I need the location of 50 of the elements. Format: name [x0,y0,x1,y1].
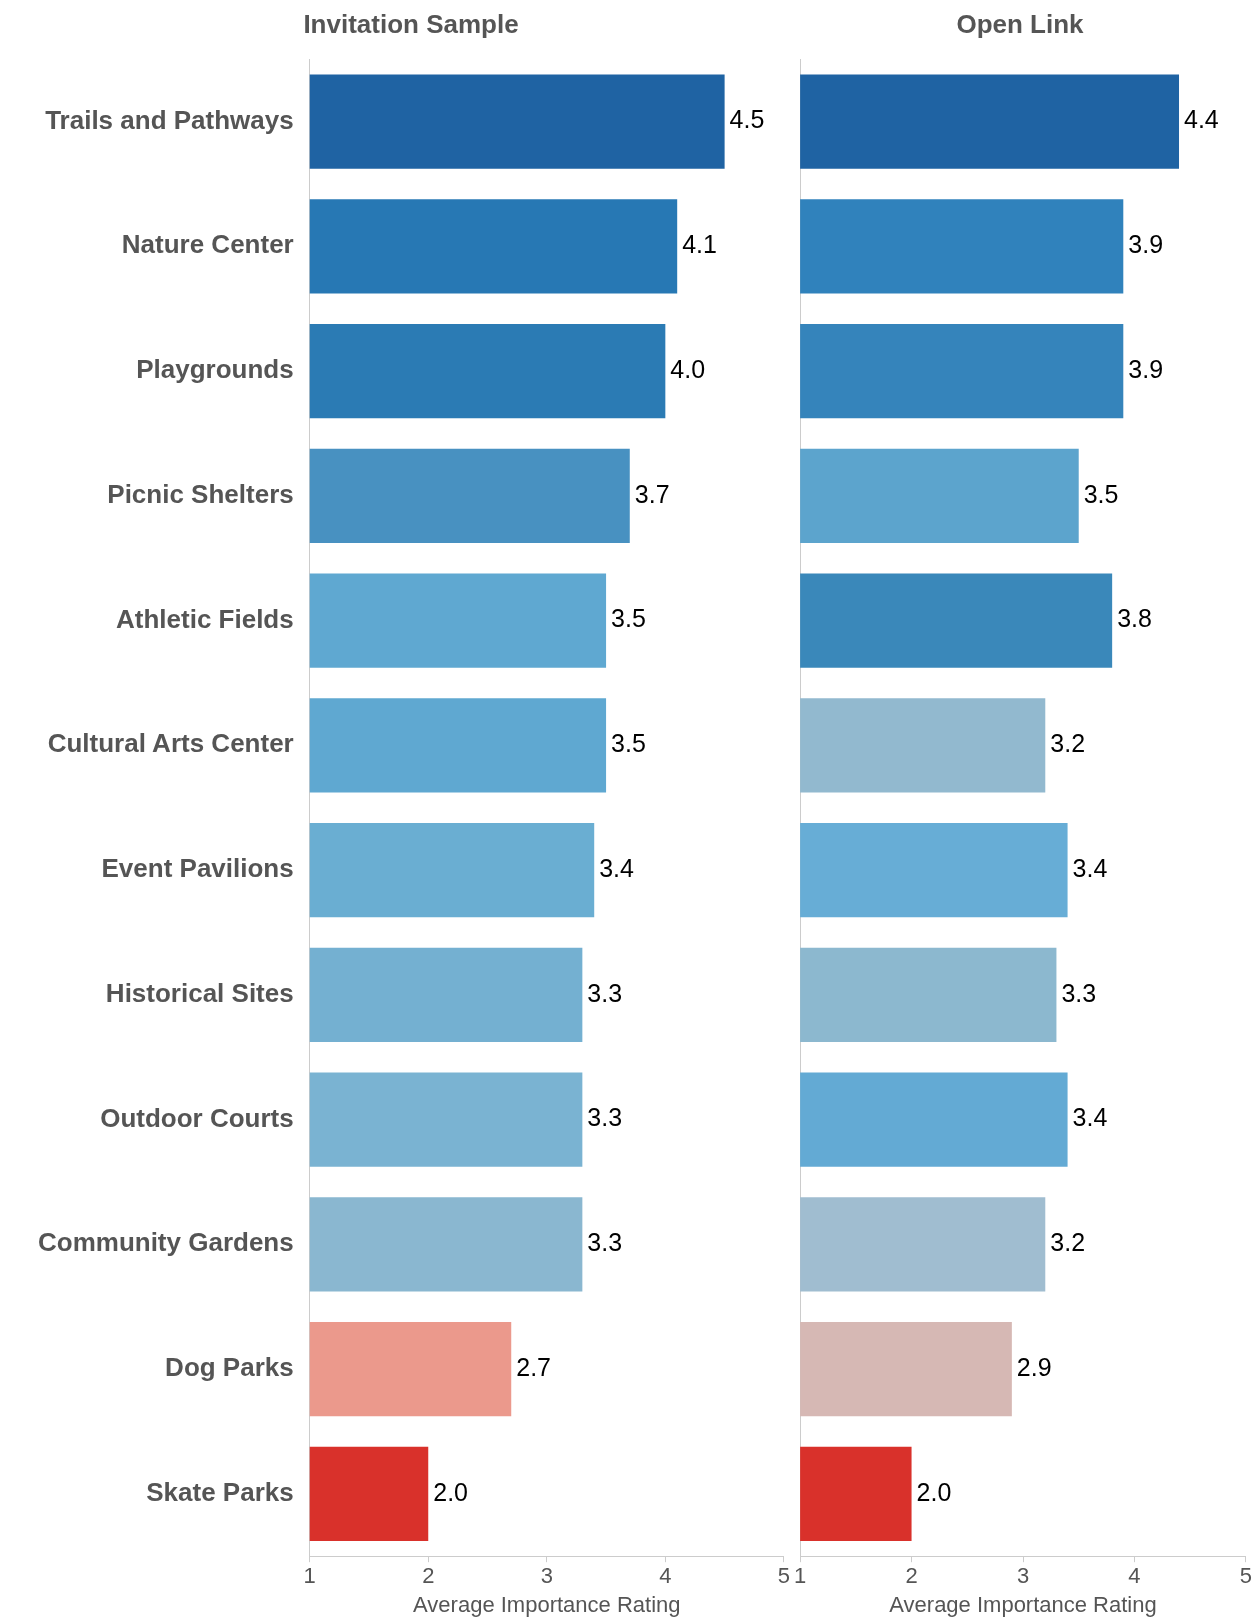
data-label: 4.1 [682,230,717,259]
y-tick-label: Picnic Shelters [107,479,294,509]
data-label: 3.5 [1083,479,1119,508]
data-label: 2.9 [1016,1352,1052,1381]
data-label: 3.3 [1061,978,1097,1007]
chart-title: Invitation Sample [303,8,519,39]
y-tick-label: Dog Parks [165,1352,294,1383]
x-tick-label: 3 [1016,1563,1030,1589]
data-label: 3.3 [587,1228,623,1257]
x-tick-label: 4 [1128,1563,1141,1589]
y-tick-label: Playgrounds [136,354,294,385]
data-label: 3.4 [1072,1103,1108,1132]
x-tick-label: 2 [905,1563,918,1589]
chart-title: Open Link [956,8,1085,39]
y-tick-label: Skate Parks [146,1477,294,1507]
data-label: 3.9 [1128,230,1164,259]
data-label: 4.5 [729,105,765,134]
y-tick-label: Nature Center [121,229,294,260]
x-axis-title: Average Importance Rating [889,1591,1157,1617]
y-tick-label: Athletic Fields [116,603,294,634]
x-tick-label: 5 [1239,1563,1253,1589]
data-label: 3.2 [1050,729,1086,758]
data-label: 3.4 [1072,853,1108,882]
y-tick-label: Historical Sites [105,978,294,1008]
x-tick-label: 1 [793,1563,807,1589]
data-label: 3.4 [599,853,635,882]
data-label: 3.5 [611,604,646,633]
data-label: 3.3 [587,978,623,1007]
data-label: 3.9 [1128,354,1164,383]
x-tick-label: 3 [540,1563,553,1589]
x-axis-title: Average Importance Rating [413,1591,681,1617]
x-tick-label: 4 [659,1563,672,1589]
data-label: 2.7 [516,1352,551,1381]
x-tick-label: 1 [303,1563,316,1589]
y-tick-label: Community Gardens [37,1227,294,1258]
data-label: 3.7 [634,479,670,508]
y-tick-label: Outdoor Courts [100,1102,294,1133]
data-label: 3.5 [611,729,646,758]
x-tick-label: 5 [777,1563,791,1589]
x-tick-label: 2 [422,1563,435,1589]
y-tick-label: Cultural Arts Center [47,728,294,759]
data-label: 3.3 [587,1103,623,1132]
data-label: 2.0 [916,1477,952,1506]
data-label: 3.2 [1050,1228,1086,1257]
data-label: 4.4 [1184,105,1219,134]
y-tick-label: Trails and Pathways [45,104,294,135]
data-label: 4.0 [670,354,706,383]
y-tick-label: Event Pavilions [101,853,294,884]
data-label: 2.0 [433,1477,469,1506]
data-label: 3.8 [1117,604,1152,633]
